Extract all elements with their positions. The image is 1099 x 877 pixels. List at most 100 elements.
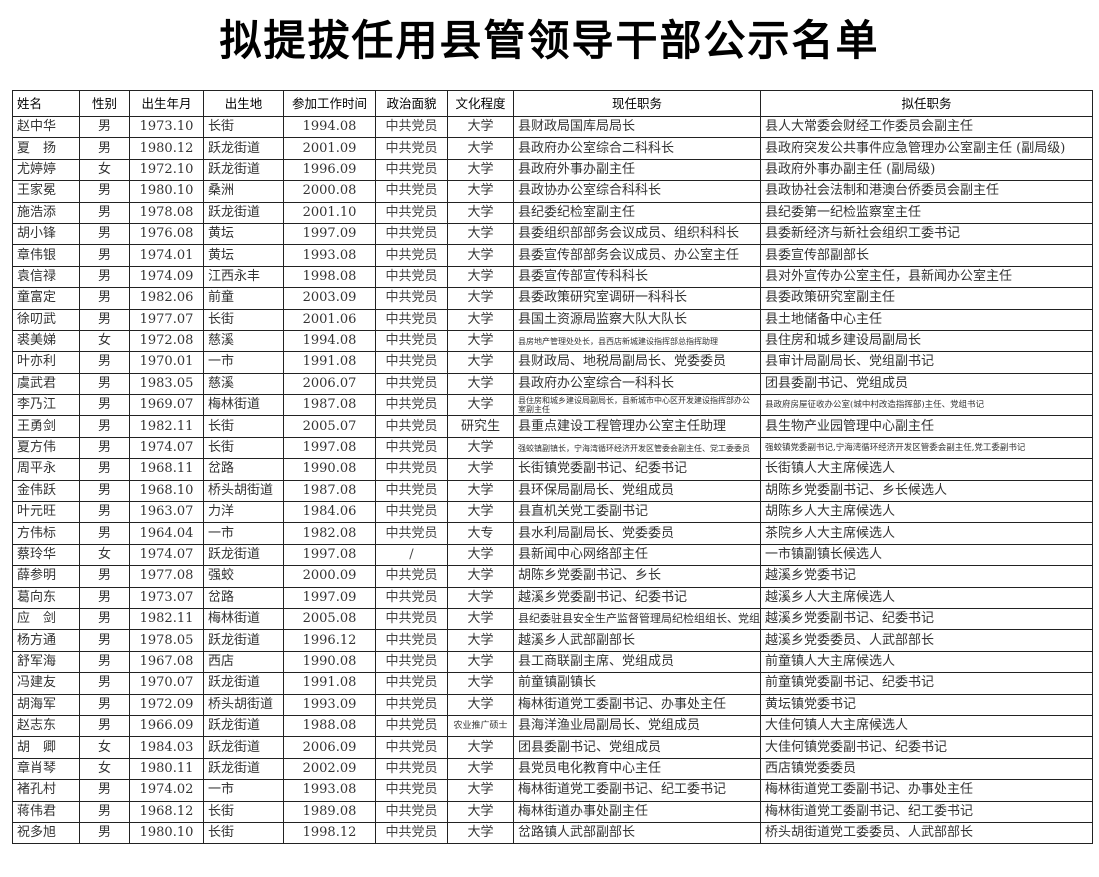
- cell-work-start: 2006.09: [283, 736, 376, 759]
- cell-birth: 1982.11: [129, 415, 204, 438]
- table-row: 应 剑男 1982.11 梅林街道 2005.08 中共党员 大学 县纪委驻县安全生产监督管…: [12, 607, 1093, 631]
- cell-gender: 男: [79, 115, 130, 139]
- table-row: 王勇剑男 1982.11 长街 2005.07 中共党员 研究生 县重点建设工程管理办公室主…: [12, 415, 1093, 438]
- cell-gender: 女: [79, 543, 130, 567]
- cell-proposed-position: 县对外宣传办公室主任，县新闻办公室主任: [760, 265, 1093, 289]
- cell-education: 大学: [447, 394, 514, 417]
- cell-birthplace: 桑洲: [203, 180, 284, 203]
- cell-political-status: 中共党员: [375, 629, 448, 652]
- cell-current-position: 县政府办公室综合一科科长: [513, 372, 761, 396]
- cell-political-status: 中共党员: [375, 287, 448, 310]
- cell-birthplace: 跃龙街道: [203, 736, 284, 759]
- cell-gender: 男: [79, 629, 130, 652]
- cell-current-position: 县纪委驻县安全生产监督管理局纪检组组长、党组成员: [513, 607, 761, 631]
- cell-name: 袁信禄: [12, 265, 80, 289]
- cell-birth: 1978.05: [129, 629, 204, 652]
- table-row: 周平永男 1968.11 岔路 1990.08 中共党员 大学 长街镇党委副书记、纪委书记长…: [12, 458, 1093, 481]
- table-row: 章伟银男 1974.01 黄坛 1993.08 中共党员 大学 县委宣传部部务会议成员、办公…: [12, 244, 1093, 267]
- cell-birthplace: 长街: [203, 415, 284, 438]
- header-row: 姓名 性别 出生年月 出生地 参加工作时间 政治面貌 文化程度 现任职务 拟任职务: [12, 90, 1093, 117]
- cell-current-position: 县党员电化教育中心主任: [513, 757, 761, 781]
- table-row: 胡 卿女 1984.03 跃龙街道 2006.09 中共党员 大学 团县委副书记、党组成员大…: [12, 736, 1093, 759]
- cell-work-start: 2005.07: [283, 415, 376, 438]
- cell-current-position: 越溪乡人武部副部长: [513, 629, 761, 652]
- cell-gender: 男: [79, 458, 130, 481]
- table-row: 舒军海男 1967.08 西店 1990.08 中共党员 大学 县工商联副主席、党组成员 前童…: [12, 650, 1093, 674]
- cell-work-start: 2000.08: [283, 180, 376, 203]
- cell-current-position: 县财政局、地税局副局长、党委委员: [513, 351, 761, 374]
- cell-current-position: 县国土资源局监察大队大队长: [513, 308, 761, 331]
- cell-birth: 1980.10: [129, 821, 204, 845]
- cell-education: 大学: [447, 736, 514, 759]
- cell-proposed-position: 越溪乡党委委员、人武部部长: [760, 629, 1093, 652]
- cell-birthplace: 一市: [203, 779, 284, 802]
- cell-current-position: 长街镇党委副书记、纪委书记: [513, 458, 761, 481]
- cell-name: 薛参明: [12, 565, 80, 588]
- cell-proposed-position: 县生物产业园管理中心副主任: [760, 415, 1093, 438]
- table-row: 蔡玲华女 1974.07 跃龙街道 1997.08/大学 县新闻中心网络部主任 一市镇副镇…: [12, 543, 1093, 567]
- cell-work-start: 1994.08: [283, 115, 376, 139]
- cell-proposed-position: 县政府外事办副主任 (副局级): [760, 158, 1093, 182]
- column-header-birthplace: 出生地: [203, 90, 284, 117]
- cell-birthplace: 梅林街道: [203, 394, 284, 417]
- cell-birthplace: 跃龙街道: [203, 137, 284, 160]
- table-row: 袁信禄男 1974.09 江西永丰 1998.08 中共党员 大学 县委宣传部宣传科科长 县对…: [12, 265, 1093, 289]
- cell-education: 大学: [447, 607, 514, 631]
- cell-gender: 男: [79, 650, 130, 674]
- cell-education: 大学: [447, 372, 514, 396]
- cell-proposed-position: 桥头胡街道党工委委员、人武部部长: [760, 821, 1093, 845]
- table-row: 李乃江男 1969.07 梅林街道 1987.08 中共党员 大学 县住房和城乡建设局副局长…: [12, 394, 1093, 417]
- cell-education: 农业推广硕士: [447, 714, 514, 738]
- cell-birth: 1982.06: [129, 287, 204, 310]
- cell-birthplace: 慈溪: [203, 329, 284, 353]
- cell-education: 大学: [447, 800, 514, 823]
- cell-birthplace: 力洋: [203, 501, 284, 524]
- cell-gender: 男: [79, 180, 130, 203]
- cell-birthplace: 黄坛: [203, 244, 284, 267]
- cell-education: 大学: [447, 629, 514, 652]
- cell-name: 蒋伟君: [12, 800, 80, 823]
- cell-birthplace: 跃龙街道: [203, 714, 284, 738]
- column-header-political-status: 政治面貌: [375, 90, 448, 117]
- cell-education: 大学: [447, 180, 514, 203]
- cell-political-status: 中共党员: [375, 329, 448, 353]
- cell-birth: 1974.09: [129, 265, 204, 289]
- table-row: 叶元旺男 1963.07 力洋 1984.06 中共党员 大学 县直机关党工委副书记 胡陈乡人…: [12, 501, 1093, 524]
- cell-birth: 1974.02: [129, 779, 204, 802]
- cell-name: 胡海军: [12, 693, 80, 716]
- table-row: 葛向东男 1973.07 岔路 1997.09 中共党员 大学 越溪乡党委副书记、纪委书记越…: [12, 586, 1093, 609]
- cell-birthplace: 跃龙街道: [203, 201, 284, 224]
- cell-education: 研究生: [447, 415, 514, 438]
- cell-political-status: 中共党员: [375, 757, 448, 781]
- cell-current-position: 县委组织部部务会议成员、组织科科长: [513, 222, 761, 246]
- cell-political-status: 中共党员: [375, 115, 448, 139]
- cell-current-position: 县政府外事办副主任: [513, 158, 761, 182]
- cell-birth: 1983.05: [129, 372, 204, 396]
- cell-birth: 1982.11: [129, 607, 204, 631]
- cell-current-position: 县房地产管理处处长，县西店新城建设指挥部总指挥助理: [513, 329, 761, 353]
- cell-birth: 1974.07: [129, 543, 204, 567]
- cell-name: 虞武君: [12, 372, 80, 396]
- cell-birthplace: 一市: [203, 351, 284, 374]
- cell-birthplace: 一市: [203, 522, 284, 545]
- cell-name: 章伟银: [12, 244, 80, 267]
- cell-work-start: 2000.09: [283, 565, 376, 588]
- cell-work-start: 1982.08: [283, 522, 376, 545]
- cell-education: 大学: [447, 308, 514, 331]
- cell-proposed-position: 大佳何镇人大主席候选人: [760, 714, 1093, 738]
- cell-name: 王勇剑: [12, 415, 80, 438]
- cell-name: 方伟标: [12, 522, 80, 545]
- column-header-birth: 出生年月: [129, 90, 204, 117]
- cell-proposed-position: 越溪乡人大主席候选人: [760, 586, 1093, 609]
- cell-proposed-position: 前童镇党委副书记、纪委书记: [760, 672, 1093, 695]
- cell-current-position: 岔路镇人武部副部长: [513, 821, 761, 845]
- cell-work-start: 1996.12: [283, 629, 376, 652]
- cell-birth: 1974.07: [129, 436, 204, 460]
- table-row: 童富定男 1982.06 前童 2003.09 中共党员 大学 县委政策研究室调研一科科长县…: [12, 287, 1093, 310]
- cell-education: 大学: [447, 650, 514, 674]
- cell-current-position: 县政府办公室综合二科科长: [513, 137, 761, 160]
- cell-name: 夏方伟: [12, 436, 80, 460]
- cell-birthplace: 长街: [203, 115, 284, 139]
- cell-gender: 男: [79, 821, 130, 845]
- table-row: 蒋伟君男 1968.12 长街 1989.08 中共党员 大学 梅林街道办事处副主任 梅林街道…: [12, 800, 1093, 823]
